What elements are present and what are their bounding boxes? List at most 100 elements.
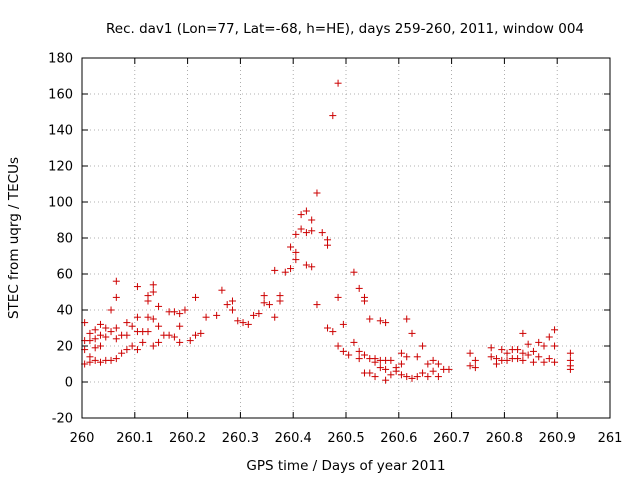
data-point — [324, 324, 332, 332]
y-tick-label: 0 — [65, 376, 73, 391]
data-point — [302, 229, 310, 237]
data-point — [144, 313, 152, 321]
data-point — [91, 356, 99, 364]
data-point — [498, 346, 506, 354]
data-point — [313, 301, 321, 309]
data-point — [91, 344, 99, 352]
data-point — [350, 268, 358, 276]
data-point — [355, 355, 363, 363]
tick-labels: -20 0 20 40 60 80 100 120 140 160 180 260 260.1 260.2… — [48, 52, 622, 447]
data-point — [271, 313, 279, 321]
data-point — [139, 338, 147, 346]
y-tick-label: -20 — [52, 412, 73, 427]
data-point — [403, 353, 411, 361]
data-point — [545, 355, 553, 363]
data-point — [308, 216, 316, 224]
data-point — [424, 360, 432, 368]
data-point — [292, 248, 300, 256]
data-point — [382, 319, 390, 327]
data-point — [197, 329, 205, 337]
data-point — [551, 358, 559, 366]
data-point — [86, 329, 94, 337]
data-point — [118, 349, 126, 357]
data-point — [339, 320, 347, 328]
data-point — [329, 328, 337, 336]
data-point — [551, 342, 559, 350]
data-point — [487, 353, 495, 361]
data-point — [324, 241, 332, 249]
data-point — [413, 373, 421, 381]
data-point — [529, 347, 537, 355]
data-point — [96, 331, 104, 339]
data-point — [176, 310, 184, 318]
data-point — [170, 333, 178, 341]
data-point — [566, 365, 574, 373]
data-point — [302, 207, 310, 215]
data-point — [260, 292, 268, 300]
data-point — [329, 112, 337, 120]
data-point — [96, 342, 104, 350]
data-point — [445, 365, 453, 373]
data-point — [387, 371, 395, 379]
data-point — [308, 263, 316, 271]
data-point — [133, 283, 141, 291]
x-tick-label: 260.8 — [486, 431, 523, 446]
x-tick-label: 261 — [598, 431, 623, 446]
data-point — [519, 329, 527, 337]
data-point — [419, 369, 427, 377]
data-point — [408, 329, 416, 337]
data-point — [434, 360, 442, 368]
data-point — [181, 306, 189, 314]
x-tick-label: 260.3 — [222, 431, 259, 446]
data-point — [96, 320, 104, 328]
data-point — [355, 347, 363, 355]
data-point — [186, 337, 194, 345]
y-tick-label: 60 — [56, 268, 73, 283]
data-point — [176, 322, 184, 330]
data-point — [540, 342, 548, 350]
data-point — [123, 346, 131, 354]
data-point — [123, 331, 131, 339]
data-point — [371, 373, 379, 381]
plot-frame — [81, 57, 611, 419]
x-tick-label: 260.5 — [327, 431, 364, 446]
data-point — [408, 374, 416, 382]
data-point — [429, 367, 437, 375]
data-point — [424, 373, 432, 381]
data-point — [144, 328, 152, 336]
data-point — [250, 311, 258, 319]
data-point — [514, 355, 522, 363]
y-tick-label: 40 — [56, 304, 73, 319]
data-point — [360, 297, 368, 305]
data-point — [403, 373, 411, 381]
data-point — [524, 351, 532, 359]
data-point — [244, 320, 252, 328]
data-point — [112, 335, 120, 343]
data-point — [128, 322, 136, 330]
data-point — [234, 317, 242, 325]
data-point — [434, 373, 442, 381]
data-point — [519, 349, 527, 357]
data-point — [287, 243, 295, 251]
data-point — [107, 306, 115, 314]
grid-lines — [82, 58, 610, 418]
y-tick-label: 160 — [48, 88, 73, 103]
data-point — [297, 225, 305, 233]
data-point — [149, 342, 157, 350]
data-point — [397, 371, 405, 379]
data-point — [318, 229, 326, 237]
data-point — [128, 342, 136, 350]
data-point — [202, 313, 210, 321]
data-point — [339, 347, 347, 355]
data-point — [524, 340, 532, 348]
data-point — [281, 268, 289, 276]
data-point — [566, 349, 574, 357]
data-point — [297, 211, 305, 219]
data-point — [96, 358, 104, 366]
data-point — [133, 346, 141, 354]
data-point — [176, 338, 184, 346]
data-point — [112, 324, 120, 332]
data-point — [292, 256, 300, 264]
data-point — [165, 331, 173, 339]
